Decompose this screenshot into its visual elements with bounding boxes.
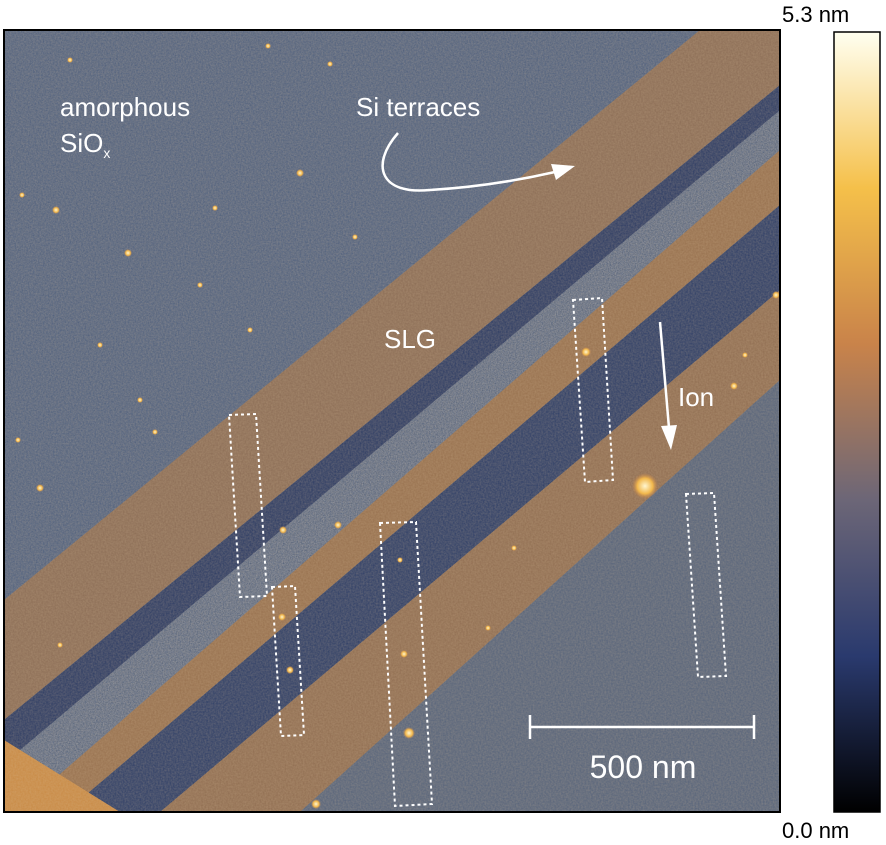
si-terraces-arrow — [381, 132, 575, 192]
colorbar — [833, 31, 881, 813]
si-terraces-label: Si terraces — [356, 92, 480, 122]
particles — [15, 43, 780, 809]
colorbar-max-label: 5.3 nm — [782, 2, 850, 27]
siox-label: SiOx — [60, 128, 110, 161]
ion-track-markers — [227, 296, 728, 808]
graphene-texture — [4, 30, 780, 812]
siox-label-sub: x — [103, 145, 110, 161]
image-border — [3, 29, 781, 813]
afm-scan: amorphous SiOx Si terraces SLG Ion 500 n… — [4, 30, 780, 812]
ion-track-box-1 — [227, 412, 269, 599]
siox-label-main: SiO — [60, 128, 103, 158]
scale-bar — [528, 715, 756, 739]
amorphous-label: amorphous — [60, 92, 190, 122]
slg-label: SLG — [384, 324, 436, 354]
ion-arrow — [658, 321, 677, 450]
scale-bar-label: 500 nm — [590, 749, 697, 785]
ion-label: Ion — [678, 382, 714, 412]
ion-track-box-5 — [684, 491, 728, 679]
ion-track-box-3 — [378, 520, 434, 808]
colorbar-min-label: 0.0 nm — [782, 818, 850, 843]
ion-track-box-4 — [571, 296, 615, 484]
